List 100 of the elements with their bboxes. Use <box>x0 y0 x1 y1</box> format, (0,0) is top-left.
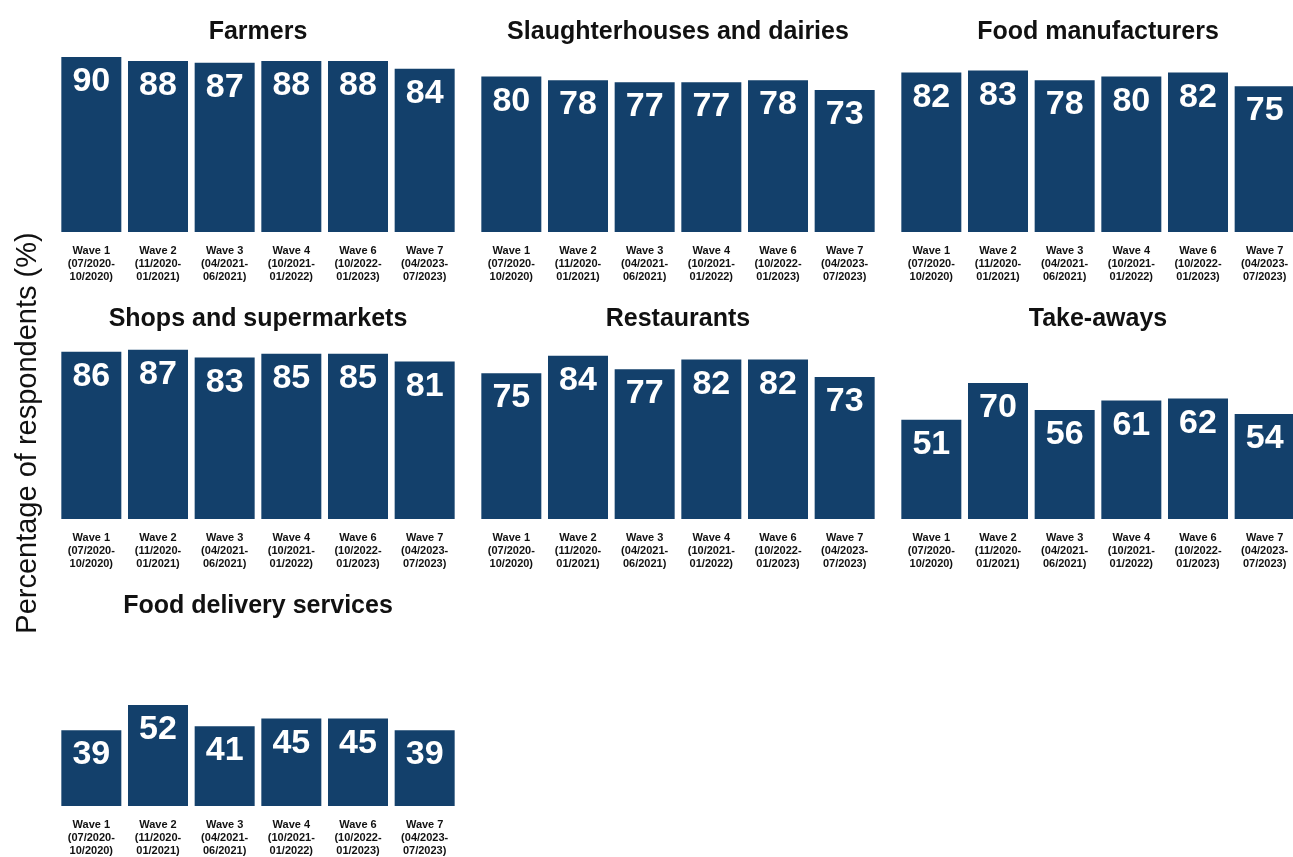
bar <box>968 382 1028 519</box>
x-tick-label: Wave 2 (11/2020- 01/2021) <box>554 244 602 282</box>
data-label: 88 <box>272 64 311 103</box>
chart-title: Shops and supermarkets <box>107 302 409 333</box>
data-label: 54 <box>1245 417 1284 456</box>
data-label: 45 <box>339 721 377 760</box>
chart-title: Take-aways <box>1027 302 1169 333</box>
x-tick-label: Wave 4 (10/2021- 01/2022) <box>1107 244 1156 282</box>
data-label: 87 <box>205 65 244 104</box>
data-label: 83 <box>205 360 244 399</box>
data-label: 73 <box>825 93 864 132</box>
chart-title: Food manufacturers <box>976 15 1220 46</box>
x-tick-label: Wave 2 (11/2020- 01/2021) <box>134 818 182 856</box>
x-tick-label: Wave 2 (11/2020- 01/2021) <box>974 244 1022 282</box>
data-label: 81 <box>405 364 444 403</box>
data-label: 82 <box>912 75 951 114</box>
x-tick-label: Wave 6 (10/2022- 01/2023) <box>1174 244 1222 282</box>
x-tick-label: Wave 2 (11/2020- 01/2021) <box>134 244 182 282</box>
data-label: 77 <box>692 85 731 124</box>
data-label: 75 <box>1245 89 1284 128</box>
data-label: 80 <box>492 79 531 118</box>
x-tick-label: Wave 3 (04/2021- 06/2021) <box>201 531 249 569</box>
data-label: 45 <box>272 721 311 760</box>
data-label: 77 <box>625 85 664 124</box>
data-label: 84 <box>405 71 444 110</box>
x-tick-label: Wave 4 (10/2021- 01/2022) <box>267 244 316 282</box>
bar <box>1168 398 1228 519</box>
data-label: 88 <box>339 64 377 103</box>
data-label: 82 <box>759 362 797 401</box>
data-label: 39 <box>72 733 111 772</box>
x-tick-label: Wave 7 (04/2023- 07/2023) <box>401 818 449 856</box>
data-label: 51 <box>912 422 951 461</box>
x-tick-label: Wave 1 (07/2020- 10/2020) <box>907 531 956 569</box>
data-label: 56 <box>1045 413 1084 452</box>
bar <box>901 419 962 519</box>
x-tick-label: Wave 4 (10/2021- 01/2022) <box>687 531 736 569</box>
x-tick-label: Wave 7 (04/2023- 07/2023) <box>1241 244 1289 282</box>
chart-title: Farmers <box>207 15 309 46</box>
x-tick-label: Wave 4 (10/2021- 01/2022) <box>267 818 316 856</box>
data-label: 90 <box>72 60 111 99</box>
data-label: 82 <box>692 362 731 401</box>
data-label: 86 <box>72 354 111 393</box>
bar <box>1101 400 1162 519</box>
x-tick-label: Wave 1 (07/2020- 10/2020) <box>67 818 116 856</box>
x-tick-label: Wave 6 (10/2022- 01/2023) <box>334 531 382 569</box>
data-label: 73 <box>825 380 864 419</box>
data-label: 77 <box>625 372 664 411</box>
x-tick-label: Wave 3 (04/2021- 06/2021) <box>1041 531 1089 569</box>
x-tick-label: Wave 7 (04/2023- 07/2023) <box>1241 531 1289 569</box>
chart-title: Restaurants <box>604 302 752 333</box>
data-label: 84 <box>559 358 597 397</box>
data-label: 52 <box>139 708 177 747</box>
x-tick-label: Wave 1 (07/2020- 10/2020) <box>487 244 536 282</box>
data-label: 78 <box>559 83 597 122</box>
data-label: 70 <box>979 386 1017 425</box>
data-label: 85 <box>339 356 377 395</box>
data-label: 78 <box>1045 83 1084 122</box>
x-tick-label: Wave 6 (10/2022- 01/2023) <box>754 531 802 569</box>
x-tick-label: Wave 1 (07/2020- 10/2020) <box>907 244 956 282</box>
data-label: 41 <box>205 729 244 768</box>
data-label: 82 <box>1179 75 1217 114</box>
chart-title: Food delivery services <box>122 589 394 620</box>
data-label: 39 <box>405 733 444 772</box>
y-axis-title: Percentage of respondents (%) <box>9 232 43 634</box>
bar <box>1034 410 1095 519</box>
x-tick-label: Wave 3 (04/2021- 06/2021) <box>201 818 249 856</box>
x-tick-label: Wave 3 (04/2021- 06/2021) <box>201 244 249 282</box>
x-tick-label: Wave 1 (07/2020- 10/2020) <box>487 531 536 569</box>
x-tick-label: Wave 6 (10/2022- 01/2023) <box>334 818 382 856</box>
x-tick-label: Wave 4 (10/2021- 01/2022) <box>687 244 736 282</box>
chart-title: Slaughterhouses and dairies <box>506 15 850 46</box>
x-tick-label: Wave 6 (10/2022- 01/2023) <box>754 244 802 282</box>
x-tick-label: Wave 6 (10/2022- 01/2023) <box>1174 531 1222 569</box>
data-label: 62 <box>1179 401 1217 440</box>
data-label: 85 <box>272 356 311 395</box>
bar <box>1234 414 1293 519</box>
x-tick-label: Wave 3 (04/2021- 06/2021) <box>1041 244 1089 282</box>
x-tick-label: Wave 7 (04/2023- 07/2023) <box>821 531 869 569</box>
x-tick-label: Wave 1 (07/2020- 10/2020) <box>67 531 116 569</box>
bar <box>128 704 188 806</box>
bar <box>194 726 255 806</box>
x-tick-label: Wave 3 (04/2021- 06/2021) <box>621 531 669 569</box>
x-tick-label: Wave 7 (04/2023- 07/2023) <box>401 531 449 569</box>
x-tick-label: Wave 2 (11/2020- 01/2021) <box>554 531 602 569</box>
data-label: 78 <box>759 83 797 122</box>
x-tick-label: Wave 6 (10/2022- 01/2023) <box>334 244 382 282</box>
x-tick-label: Wave 4 (10/2021- 01/2022) <box>1107 531 1156 569</box>
data-label: 80 <box>1112 79 1151 118</box>
data-label: 61 <box>1112 403 1151 442</box>
data-label: 87 <box>139 352 177 391</box>
data-label: 75 <box>492 376 531 415</box>
x-tick-label: Wave 1 (07/2020- 10/2020) <box>67 244 116 282</box>
x-tick-label: Wave 2 (11/2020- 01/2021) <box>974 531 1022 569</box>
data-label: 88 <box>139 64 177 103</box>
x-tick-label: Wave 7 (04/2023- 07/2023) <box>821 244 869 282</box>
x-tick-label: Wave 7 (04/2023- 07/2023) <box>401 244 449 282</box>
bar <box>328 718 388 806</box>
x-tick-label: Wave 2 (11/2020- 01/2021) <box>134 531 182 569</box>
data-label: 83 <box>979 73 1017 112</box>
x-tick-label: Wave 3 (04/2021- 06/2021) <box>621 244 669 282</box>
